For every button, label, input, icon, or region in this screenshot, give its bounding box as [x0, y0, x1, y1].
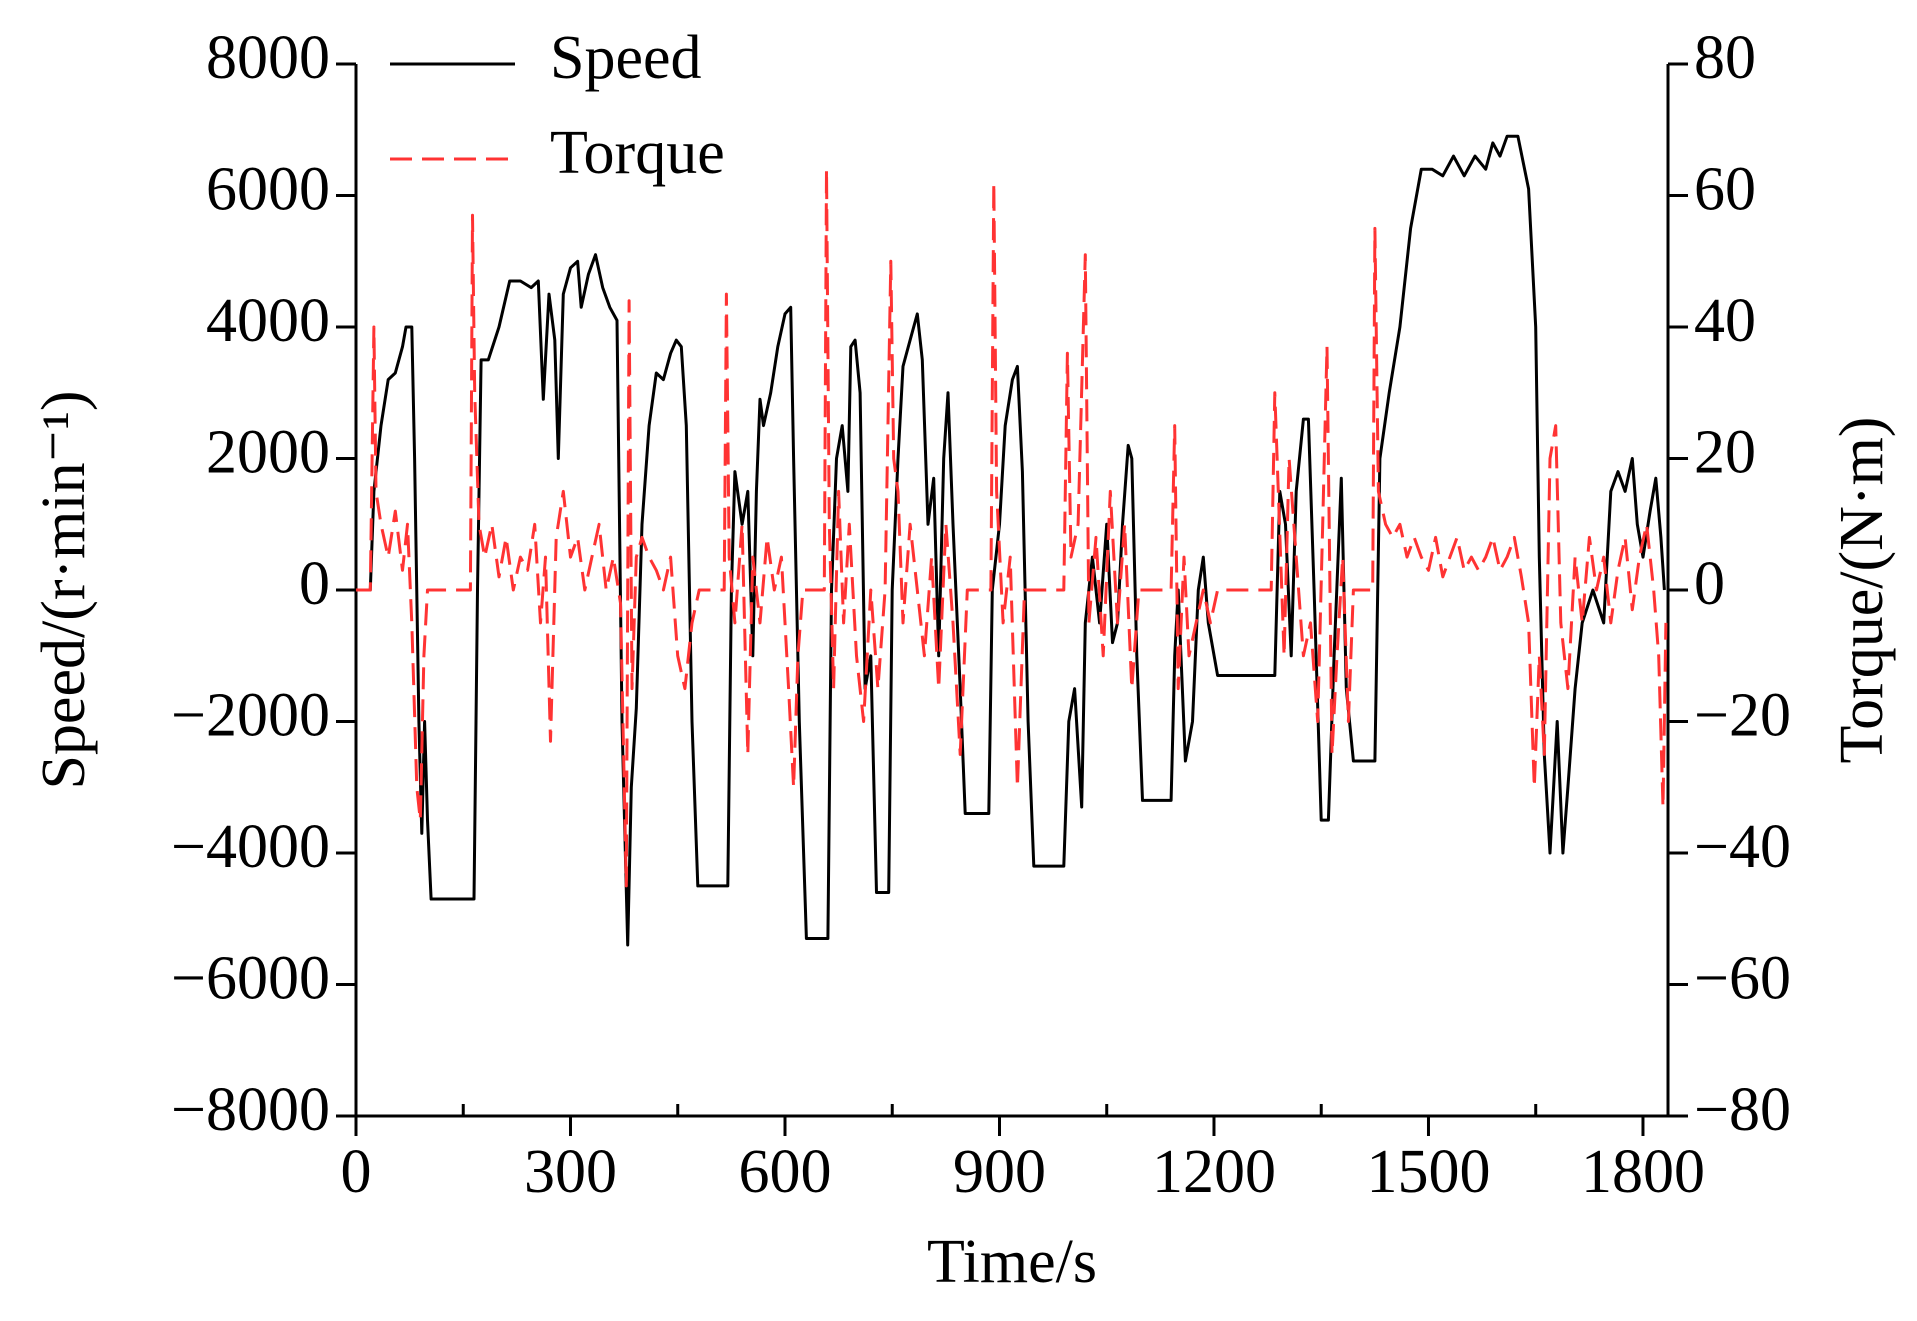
y2-axis-label: Torque/(N·m)	[1828, 417, 1896, 764]
y-axis-label: Speed/(r·min⁻¹)	[30, 390, 98, 789]
y2-tick-label: 40	[1694, 287, 1756, 355]
y2-tick-label: −80	[1694, 1076, 1791, 1144]
y-tick-label: −4000	[171, 813, 330, 881]
series-line	[356, 167, 1668, 888]
x-tick-label: 1800	[1581, 1138, 1705, 1206]
y2-tick-label: −60	[1694, 945, 1791, 1013]
x-tick-label: 0	[341, 1138, 372, 1206]
y2-tick-label: −40	[1694, 813, 1791, 881]
y2-tick-label: 0	[1694, 550, 1725, 618]
x-tick-label: 1200	[1152, 1138, 1276, 1206]
y-tick-label: 6000	[206, 156, 330, 224]
y-tick-label: 4000	[206, 287, 330, 355]
y-tick-label: 8000	[206, 24, 330, 92]
y-tick-label: 2000	[206, 419, 330, 487]
y2-tick-label: 60	[1694, 156, 1756, 224]
x-tick-label: 1500	[1366, 1138, 1490, 1206]
y2-tick-label: 80	[1694, 24, 1756, 92]
y2-tick-label: 20	[1694, 419, 1756, 487]
y-tick-label: −6000	[171, 945, 330, 1013]
x-axis-label: Time/s	[927, 1228, 1097, 1296]
x-tick-label: 600	[738, 1138, 831, 1206]
series-line	[356, 134, 1666, 947]
x-tick-label: 300	[524, 1138, 617, 1206]
y2-tick-label: −20	[1694, 682, 1791, 750]
legend-label: Speed	[550, 24, 702, 92]
y-tick-label: −2000	[171, 682, 330, 750]
legend-label: Torque	[550, 119, 725, 187]
x-tick-label: 900	[953, 1138, 1046, 1206]
y-tick-label: 0	[299, 550, 330, 618]
y-tick-label: −8000	[171, 1076, 330, 1144]
